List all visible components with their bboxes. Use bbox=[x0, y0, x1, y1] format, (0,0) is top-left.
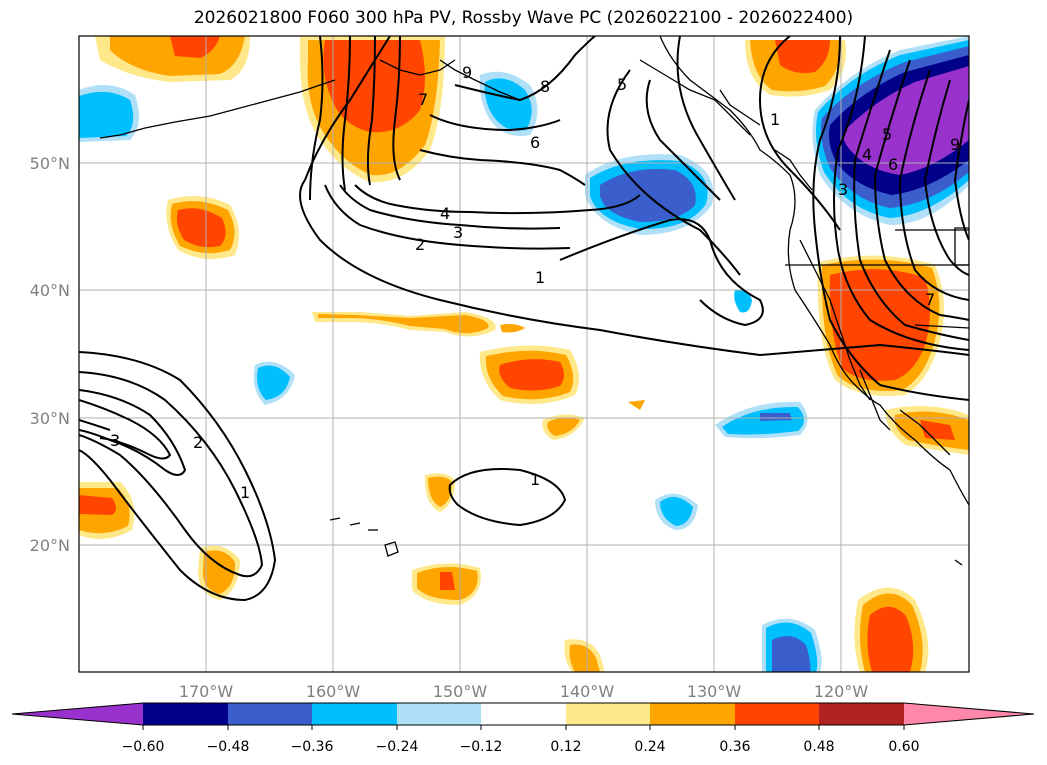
colorbar: −0.60 −0.48 −0.36 −0.24 −0.12 0.12 0.24 … bbox=[11, 702, 1035, 755]
lon-label-140w: 140°W bbox=[560, 682, 615, 701]
colorbar-segment bbox=[397, 703, 481, 725]
contour-label: 6 bbox=[530, 133, 540, 152]
colorbar-tick: 0.12 bbox=[550, 739, 581, 755]
lon-label-160w: 160°W bbox=[306, 682, 361, 701]
colorbar-segment bbox=[228, 703, 312, 725]
lon-label-120w: 120°W bbox=[814, 682, 869, 701]
colorbar-tick: −0.36 bbox=[291, 739, 334, 755]
colorbar-tick: 0.24 bbox=[634, 739, 665, 755]
contour-label: 3 bbox=[110, 431, 120, 450]
colorbar-tick: −0.24 bbox=[376, 739, 419, 755]
colorbar-segment bbox=[143, 703, 228, 725]
colorbar-segment bbox=[819, 703, 904, 725]
colorbar-segment bbox=[312, 703, 397, 725]
lon-label-150w: 150°W bbox=[433, 682, 488, 701]
contour-labels: 1 2 3 4 5 6 7 8 9 1 2 3 1 3 4 5 6 7 1 9 bbox=[110, 63, 960, 502]
colorbar-segment bbox=[481, 703, 566, 725]
colorbar-segment bbox=[735, 703, 819, 725]
contour-label: 1 bbox=[770, 110, 780, 129]
contour-label: 4 bbox=[862, 145, 872, 164]
contour-label: 7 bbox=[925, 290, 935, 309]
map-title: 2026021800 F060 300 hPa PV, Rossby Wave … bbox=[193, 8, 854, 28]
contour-label: 3 bbox=[453, 223, 463, 242]
colorbar-tick: 0.36 bbox=[719, 739, 750, 755]
colorbar-tick: 0.60 bbox=[888, 739, 919, 755]
lat-label-20n: 20°N bbox=[30, 536, 70, 555]
latitude-labels: 50°N 40°N 30°N 20°N bbox=[30, 154, 70, 555]
contour-label: 1 bbox=[240, 483, 250, 502]
contour-label: 9 bbox=[462, 63, 472, 82]
negative-pv-shading bbox=[79, 36, 969, 672]
colorbar-extend-min bbox=[12, 703, 143, 725]
contour-label: 6 bbox=[888, 155, 898, 174]
map-frame bbox=[78, 35, 970, 673]
lat-label-50n: 50°N bbox=[30, 154, 70, 173]
colorbar-tick: −0.60 bbox=[122, 739, 165, 755]
contour-label: 2 bbox=[193, 433, 203, 452]
colorbar-segment bbox=[650, 703, 735, 725]
lon-label-170w: 170°W bbox=[179, 682, 234, 701]
contour-label: 9 bbox=[950, 135, 960, 154]
contour-label: 1 bbox=[530, 470, 540, 489]
contour-label: 5 bbox=[882, 125, 892, 144]
contour-label: 8 bbox=[540, 77, 550, 96]
contour-label: 3 bbox=[838, 180, 848, 199]
graticule bbox=[79, 36, 969, 672]
contour-label: 1 bbox=[535, 268, 545, 287]
contour-label: 2 bbox=[415, 235, 425, 254]
colorbar-tick: −0.48 bbox=[207, 739, 250, 755]
map-content: 1 2 3 4 5 6 7 8 9 1 2 3 1 3 4 5 6 7 1 9 bbox=[79, 36, 969, 672]
contour-label: 7 bbox=[418, 90, 428, 109]
contour-label: 4 bbox=[440, 204, 450, 223]
colorbar-segment bbox=[566, 703, 650, 725]
lat-label-30n: 30°N bbox=[30, 409, 70, 428]
contour-label: 5 bbox=[617, 75, 627, 94]
colorbar-extend-max bbox=[904, 703, 1034, 725]
contours bbox=[79, 36, 969, 602]
longitude-labels: 170°W 160°W 150°W 140°W 130°W 120°W bbox=[179, 682, 869, 701]
lat-label-40n: 40°N bbox=[30, 281, 70, 300]
colorbar-tick: −0.12 bbox=[460, 739, 503, 755]
colorbar-tick: 0.48 bbox=[803, 739, 834, 755]
lon-label-130w: 130°W bbox=[687, 682, 742, 701]
